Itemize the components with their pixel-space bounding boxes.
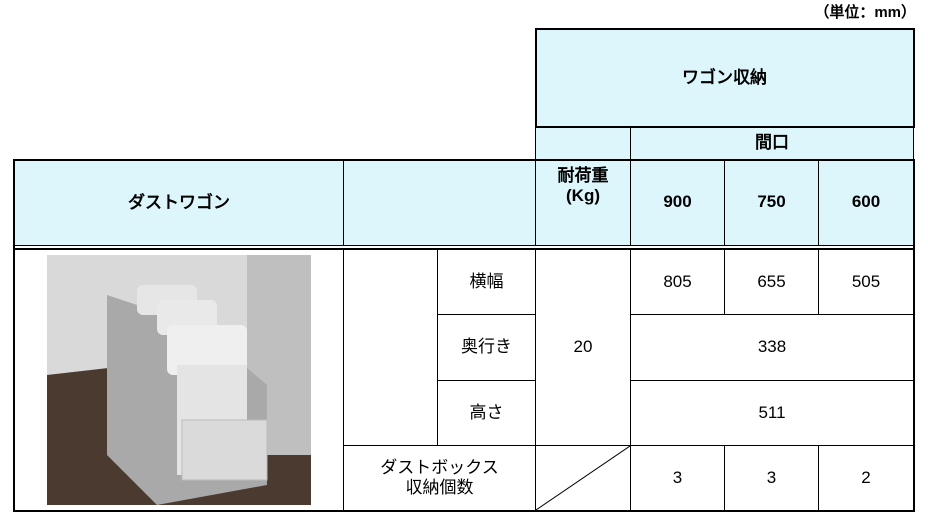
value-text: 2 — [861, 467, 871, 487]
width-header: 750 — [724, 159, 819, 246]
value-cell: 3 — [630, 445, 725, 511]
row-label: 高さ — [437, 380, 536, 446]
value-text: 3 — [672, 467, 683, 487]
load-cell: 20 — [535, 249, 631, 446]
width-header: 600 — [818, 159, 914, 246]
group-header-text: ワゴン収納 — [682, 67, 767, 87]
value-text: 655 — [757, 271, 786, 291]
row-label-text: 奥行き — [461, 337, 512, 357]
product-image-cell — [14, 249, 344, 511]
diagonal-cell — [535, 445, 631, 511]
width-text: 750 — [757, 192, 786, 212]
frontage-header: 間口 — [630, 126, 914, 160]
value-cell: 511 — [630, 380, 914, 446]
group-header: ワゴン収納 — [535, 29, 914, 127]
value-text: 338 — [757, 337, 787, 357]
empty-header — [343, 160, 536, 246]
value-cell: 3 — [724, 445, 819, 511]
value-text: 3 — [766, 467, 777, 487]
product-header: ダストワゴン — [14, 160, 344, 246]
value-text: 805 — [663, 271, 692, 291]
width-text: 600 — [851, 192, 881, 212]
load-unit-text: (Kg) — [566, 186, 600, 205]
row-label-text: 高さ — [469, 402, 504, 422]
product-image — [47, 255, 311, 505]
value-cell: 805 — [630, 249, 725, 315]
box-row-label: ダストボックス 収納個数 — [343, 445, 536, 511]
box-row-label-text: 収納個数 — [405, 478, 474, 497]
width-text: 900 — [663, 192, 692, 212]
diagonal — [536, 446, 630, 510]
load-value: 20 — [573, 337, 593, 357]
product-header-text: ダストワゴン — [128, 192, 230, 212]
load-header-text: 耐荷重 — [557, 165, 609, 185]
value-cell: 2 — [818, 445, 914, 511]
box-row-label-text: ダストボックス — [380, 457, 499, 477]
value-text: 505 — [851, 271, 881, 291]
value-text: 511 — [758, 402, 786, 422]
row-label: 横幅 — [437, 249, 536, 315]
row-label: 奥行き — [437, 314, 536, 381]
row-label-text: 横幅 — [469, 271, 504, 291]
value-cell: 655 — [724, 249, 819, 315]
width-header: 900 — [630, 159, 725, 246]
load-header: 耐荷重 (Kg) — [535, 126, 631, 246]
value-cell: 505 — [818, 249, 914, 315]
value-cell: 338 — [630, 314, 914, 381]
unit-label: （単位：mm） — [814, 4, 916, 21]
frontage-header-text: 間口 — [755, 132, 789, 152]
blank-cell — [343, 249, 438, 446]
double-rule — [14, 245, 914, 249]
